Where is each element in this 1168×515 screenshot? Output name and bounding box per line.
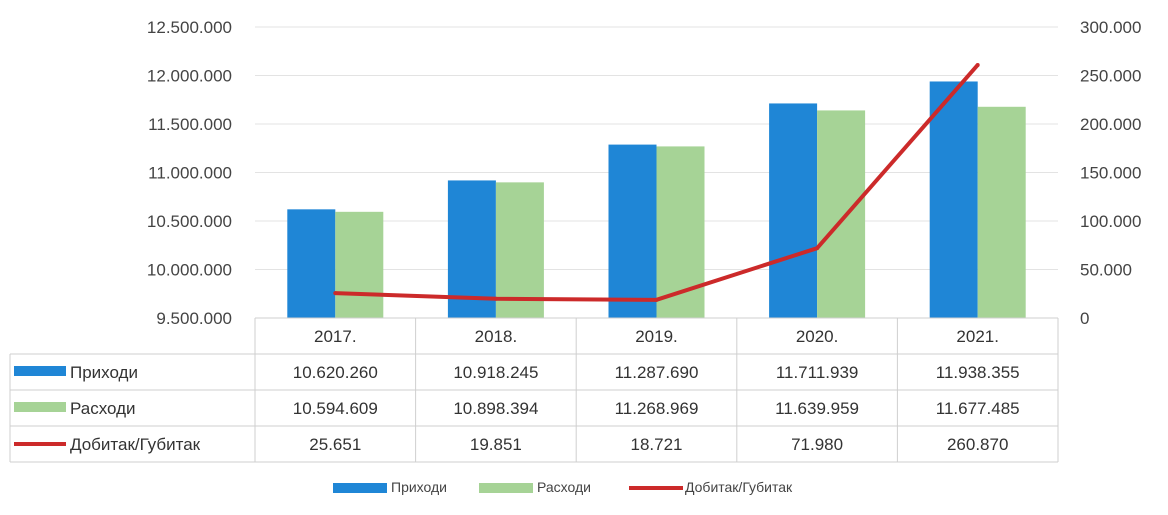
table-cell-value: 10.918.245 — [453, 363, 538, 382]
legend-key — [479, 483, 533, 493]
table-cell-value: 11.938.355 — [936, 363, 1020, 382]
y-right-tick-label: 150.000 — [1080, 164, 1141, 183]
y-right-tick-label: 250.000 — [1080, 67, 1141, 86]
bar-rashodi — [656, 146, 705, 318]
y-right-tick-label: 100.000 — [1080, 212, 1141, 231]
x-category-label: 2019. — [635, 327, 678, 346]
bar-rashodi — [817, 110, 866, 318]
x-category-label: 2021. — [956, 327, 999, 346]
y-right-tick-label: 0 — [1080, 309, 1089, 328]
table-cell-value: 11.639.959 — [775, 399, 859, 418]
table-cell-value: 19.851 — [470, 435, 522, 454]
legend-label: Добитак/Губитак — [685, 479, 793, 495]
legend-label: Расходи — [537, 479, 591, 495]
bar-rashodi — [495, 182, 544, 318]
table-cell-value: 10.620.260 — [293, 363, 378, 382]
table-cell-value: 260.870 — [947, 435, 1008, 454]
line-point — [815, 246, 820, 251]
table-row-label: Расходи — [70, 399, 136, 418]
legend-key — [333, 483, 387, 493]
line-point — [333, 291, 338, 296]
table-legend-key — [14, 366, 66, 376]
line-point — [654, 297, 659, 302]
table-cell-value: 11.711.939 — [776, 363, 859, 382]
y-right-tick-label: 200.000 — [1080, 115, 1141, 134]
legend-label: Приходи — [391, 479, 447, 495]
table-cell-value: 18.721 — [631, 435, 683, 454]
bar-prihodi — [769, 103, 818, 318]
x-category-label: 2017. — [314, 327, 357, 346]
bar-rashodi — [335, 211, 384, 318]
table-cell-value: 25.651 — [309, 435, 361, 454]
line-point — [975, 62, 980, 67]
line-point — [493, 296, 498, 301]
y-left-tick-label: 10.500.000 — [147, 212, 232, 231]
y-right-tick-label: 300.000 — [1080, 18, 1141, 37]
y-left-tick-label: 12.500.000 — [147, 18, 232, 37]
table-cell-value: 11.287.690 — [615, 363, 699, 382]
table-row-label: Приходи — [70, 363, 138, 382]
table-cell-value: 71.980 — [791, 435, 843, 454]
y-left-tick-label: 10.000.000 — [147, 261, 232, 280]
y-left-tick-label: 11.500.000 — [148, 115, 232, 134]
table-row-label: Добитак/Губитак — [70, 435, 201, 454]
bar-prihodi — [287, 209, 336, 318]
y-left-tick-label: 12.000.000 — [147, 67, 232, 86]
y-left-tick-label: 9.500.000 — [156, 309, 232, 328]
table-cell-value: 10.594.609 — [293, 399, 378, 418]
table-cell-value: 11.268.969 — [615, 399, 699, 418]
table-legend-key — [14, 402, 66, 412]
y-right-tick-label: 50.000 — [1080, 261, 1132, 280]
bar-prihodi — [608, 144, 657, 318]
table-cell-value: 10.898.394 — [453, 399, 538, 418]
x-category-label: 2020. — [796, 327, 839, 346]
y-left-tick-label: 11.000.000 — [148, 164, 232, 183]
bar-prihodi — [447, 180, 496, 318]
x-category-label: 2018. — [475, 327, 518, 346]
table-cell-value: 11.677.485 — [936, 399, 1020, 418]
bar-prihodi — [929, 81, 978, 318]
bar-rashodi — [977, 106, 1026, 318]
